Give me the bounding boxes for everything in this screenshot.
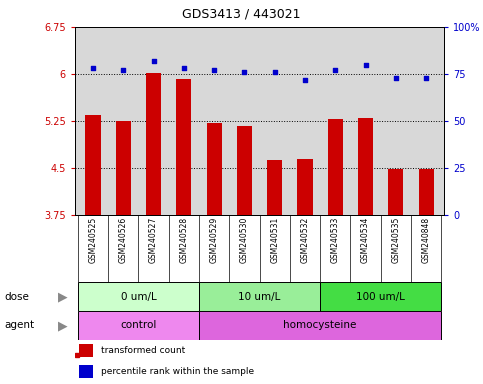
Point <box>241 69 248 75</box>
Point <box>119 67 127 73</box>
Text: GSM240533: GSM240533 <box>331 217 340 263</box>
Text: GSM240525: GSM240525 <box>88 217 98 263</box>
Bar <box>116 121 131 215</box>
Bar <box>79 344 93 357</box>
Bar <box>207 123 222 215</box>
Point <box>150 58 157 64</box>
Text: transformed count: transformed count <box>101 346 185 355</box>
Text: GSM240531: GSM240531 <box>270 217 279 263</box>
Bar <box>328 119 343 215</box>
Point <box>180 65 188 71</box>
Text: ▶: ▶ <box>58 319 68 332</box>
Point <box>210 67 218 73</box>
Text: GSM240532: GSM240532 <box>300 217 310 263</box>
Bar <box>79 366 93 378</box>
Bar <box>199 311 441 340</box>
Text: GSM240530: GSM240530 <box>240 217 249 263</box>
Point <box>271 69 279 75</box>
Bar <box>267 161 283 215</box>
Bar <box>78 311 199 340</box>
Point <box>362 61 369 68</box>
Point <box>422 74 430 81</box>
Text: homocysteine: homocysteine <box>284 320 357 331</box>
Bar <box>419 169 434 215</box>
Point <box>331 67 339 73</box>
Text: GSM240535: GSM240535 <box>391 217 400 263</box>
Text: GSM240528: GSM240528 <box>179 217 188 263</box>
Text: percentile rank within the sample: percentile rank within the sample <box>101 367 254 376</box>
Text: control: control <box>120 320 156 331</box>
Text: GSM240527: GSM240527 <box>149 217 158 263</box>
Bar <box>358 118 373 215</box>
Point <box>392 74 400 81</box>
Bar <box>199 282 320 311</box>
Bar <box>388 169 403 215</box>
Bar <box>75 353 79 357</box>
Text: GSM240526: GSM240526 <box>119 217 128 263</box>
Text: agent: agent <box>5 320 35 331</box>
Bar <box>78 282 199 311</box>
Bar <box>237 126 252 215</box>
Text: dose: dose <box>5 291 30 302</box>
Text: GSM240534: GSM240534 <box>361 217 370 263</box>
Bar <box>146 73 161 215</box>
Text: 10 um/L: 10 um/L <box>239 291 281 302</box>
Point <box>301 76 309 83</box>
Text: 0 um/L: 0 um/L <box>121 291 156 302</box>
Point <box>89 65 97 71</box>
Bar <box>320 282 441 311</box>
Text: GDS3413 / 443021: GDS3413 / 443021 <box>182 8 301 21</box>
Text: GSM240529: GSM240529 <box>210 217 219 263</box>
Bar <box>85 115 100 215</box>
Bar <box>298 159 313 215</box>
Bar <box>176 79 191 215</box>
Text: ▶: ▶ <box>58 290 68 303</box>
Text: 100 um/L: 100 um/L <box>356 291 405 302</box>
Text: GSM240848: GSM240848 <box>422 217 431 263</box>
